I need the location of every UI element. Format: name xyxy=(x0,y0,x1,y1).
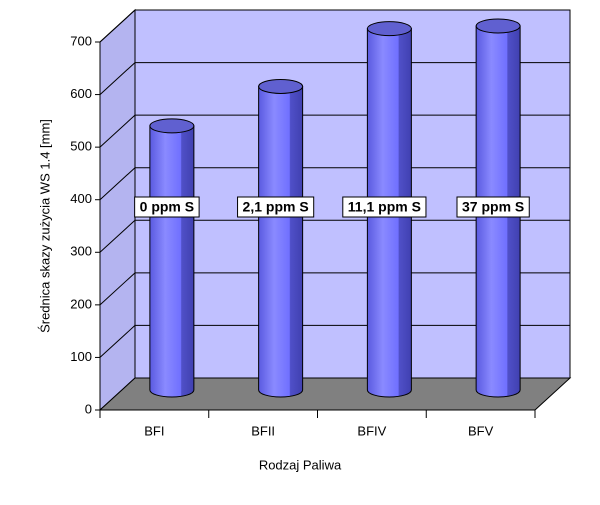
bar-top xyxy=(366,21,412,37)
grid-line xyxy=(99,62,136,95)
y-tick-label: 500 xyxy=(70,139,92,154)
bar xyxy=(149,125,195,398)
x-tick-label: BFI xyxy=(144,423,164,438)
bar-top xyxy=(258,78,304,94)
grid-line xyxy=(99,9,136,43)
bar-top xyxy=(475,18,521,34)
annotation: 2,1 ppm S xyxy=(243,199,309,215)
annotation-box xyxy=(134,196,200,218)
annotation-box xyxy=(237,196,315,218)
y-tick-label: 400 xyxy=(70,191,92,206)
grid-line xyxy=(99,272,136,306)
y-tick-label: 300 xyxy=(70,244,92,259)
y-tick-label: 700 xyxy=(70,33,92,48)
x-tick-label: BFV xyxy=(468,423,494,438)
x-axis-label: Rodzaj Paliwa xyxy=(259,457,342,472)
bar xyxy=(258,85,304,398)
grid-line xyxy=(99,167,136,201)
annotation: 0 ppm S xyxy=(140,199,194,215)
annotation-box xyxy=(456,196,530,218)
x-tick-label: BFII xyxy=(251,423,275,438)
grid-line xyxy=(99,219,136,253)
annotation: 11,1 ppm S xyxy=(348,199,421,215)
y-tick-label: 100 xyxy=(70,349,92,364)
x-tick-label: BFIV xyxy=(357,423,386,438)
annotation: 37 ppm S xyxy=(462,199,524,215)
y-tick-label: 200 xyxy=(70,296,92,311)
grid-line xyxy=(99,325,136,358)
grid-line xyxy=(99,114,136,148)
bar-top xyxy=(149,118,195,134)
annotation-box xyxy=(342,196,427,218)
y-tick-label: 0 xyxy=(85,401,92,416)
y-axis-label: Średnica skazy zużycia WS 1.4 [mm] xyxy=(37,119,52,333)
y-tick-label: 600 xyxy=(70,86,92,101)
side-wall xyxy=(99,8,136,412)
